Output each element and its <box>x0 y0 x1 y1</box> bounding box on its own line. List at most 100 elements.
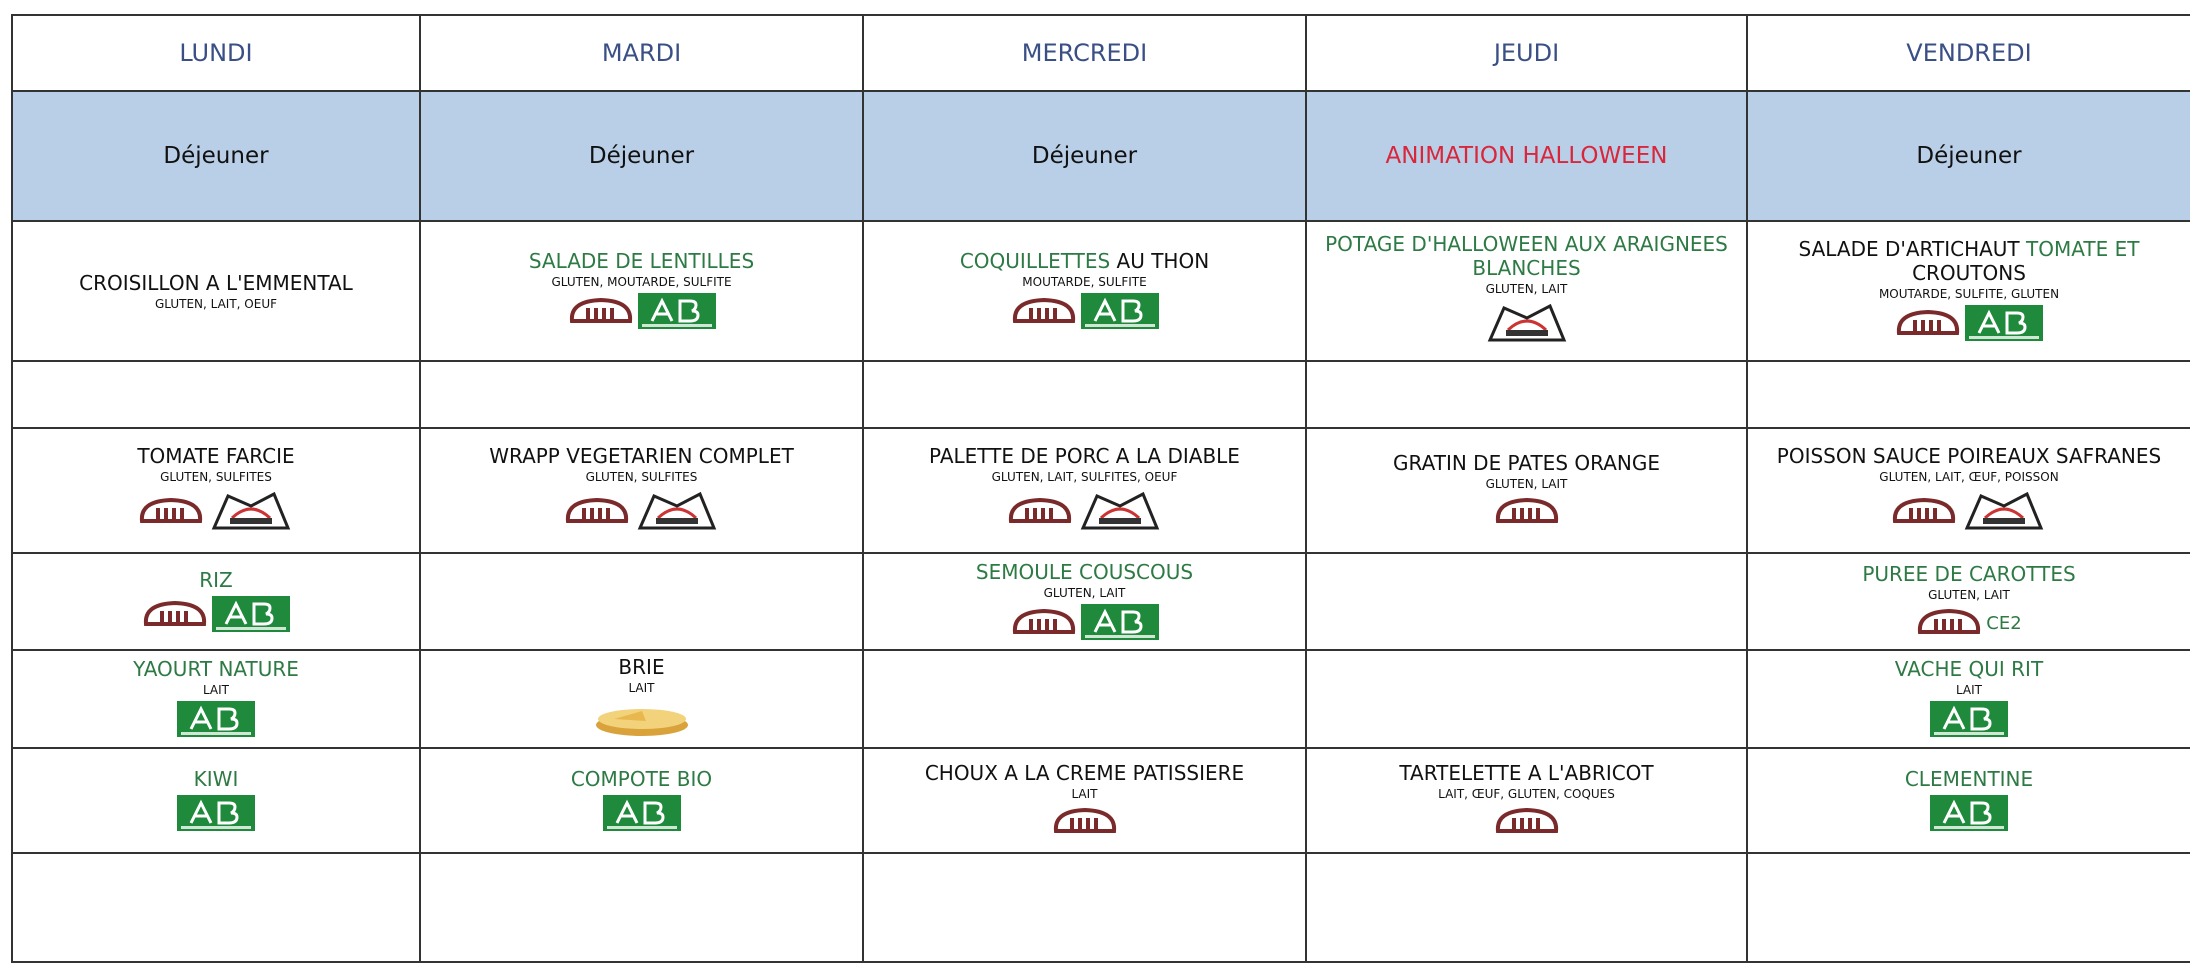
logos <box>429 488 854 538</box>
day-header: VENDREDI <box>1746 14 2190 92</box>
dish-cell: SALADE DE LENTILLES GLUTEN, MOUTARDE, SUL… <box>419 220 864 362</box>
dish-cell: CLEMENTINE <box>1746 747 2190 854</box>
dish-name-part: POTAGE D'HALLOWEEN AUX ARAIGNEES BLANCHE… <box>1325 232 1728 280</box>
dish-name-part: COQUILLETTES <box>959 249 1111 273</box>
logos <box>429 699 854 743</box>
logo <box>208 488 294 538</box>
logos <box>429 293 854 333</box>
logo <box>142 598 208 634</box>
meal-header: ANIMATION HALLOWEEN <box>1305 90 1748 222</box>
logos: CE2 <box>1756 606 2182 642</box>
dish-name-part: BRIE <box>618 655 665 679</box>
logo <box>1080 293 1159 333</box>
dish-name-part: SALADE D'ARTICHAUT <box>1798 237 2027 261</box>
dish-name-part: SALADE DE LENTILLES <box>528 249 755 273</box>
logos <box>1756 701 2182 741</box>
allergens: LAIT <box>202 683 230 697</box>
logo <box>212 595 290 636</box>
dish-name: SALADE D'ARTICHAUT TOMATE ET CROUTONS <box>1756 237 2182 285</box>
meal-header: Déjeuner <box>862 90 1307 222</box>
logo <box>1961 488 2047 538</box>
dish-cell <box>419 852 864 963</box>
menu-table: LUNDI MARDI MERCREDI JEUDI VENDREDI Déjeuner D… <box>11 14 2190 963</box>
allergens: GLUTEN, SULFITES <box>160 469 272 484</box>
dish-cell <box>1305 852 1748 963</box>
allergens: GLUTEN, LAIT, ŒUF, POISSON <box>1879 469 2059 484</box>
dish-cell <box>862 649 1307 749</box>
dish-name: COQUILLETTES AU THON <box>872 249 1297 273</box>
dish-cell: COQUILLETTES AU THON MOUTARDE, SULFITE <box>862 220 1307 362</box>
logo <box>637 293 716 333</box>
day-header: LUNDI <box>11 14 421 92</box>
dish-name-part: RIZ <box>199 567 233 592</box>
dish-name-part: CROISILLON A L'EMMENTAL <box>79 271 353 295</box>
menu-body: LUNDI MARDI MERCREDI JEUDI VENDREDI Déjeuner D… <box>11 14 2190 963</box>
dish-name-part: CLEMENTINE <box>1904 766 2034 791</box>
logos <box>1315 495 1738 531</box>
dish-row: KIWI COMPOTE BIO CHOUX A LA CREME PATISSIE… <box>11 747 2190 854</box>
dish-name-part: TOMATE ET <box>2026 237 2140 261</box>
logos <box>872 293 1297 333</box>
logo <box>634 488 720 538</box>
dish-cell: CHOUX A LA CREME PATISSIERE LAIT <box>862 747 1307 854</box>
allergens: LAIT <box>1955 683 1983 697</box>
logos <box>1315 805 1738 841</box>
dish-name-part: CHOUX A LA CREME PATISSIERE <box>924 760 1245 785</box>
allergens: GLUTEN, LAIT <box>1043 585 1126 600</box>
dish-row: RIZ SEMOULE COUSCOUS GLUTEN, LAIT PUREE DE … <box>11 552 2190 651</box>
logo <box>177 794 255 835</box>
dish-cell: SALADE D'ARTICHAUT TOMATE ET CROUTONS MOU… <box>1746 220 2190 362</box>
allergens: GLUTEN, MOUTARDE, SULFITE <box>551 275 732 289</box>
logo <box>138 495 204 531</box>
logo <box>1965 305 2043 345</box>
dish-cell: YAOURT NATURE LAIT <box>11 649 421 749</box>
dish-cell <box>1305 360 1748 429</box>
dish-cell: VACHE QUI RIT LAIT <box>1746 649 2190 749</box>
logos <box>872 488 1297 538</box>
dish-name: KIWI <box>21 767 411 791</box>
day-header: JEUDI <box>1305 14 1748 92</box>
dish-cell <box>11 852 421 963</box>
dish-name-part: POISSON SAUCE POIREAUX SAFRANES <box>1776 443 2162 468</box>
logos <box>21 794 411 835</box>
logo <box>1077 488 1163 538</box>
dish-name-part: VACHE QUI RIT <box>1894 657 2044 681</box>
dish-name: COMPOTE BIO <box>429 767 854 791</box>
meal-row: Déjeuner Déjeuner Déjeuner ANIMATION HALLOW… <box>11 90 2190 222</box>
meal-header: Déjeuner <box>11 90 421 222</box>
logos <box>21 701 411 741</box>
dish-name-part: AU THON <box>1110 249 1210 273</box>
dish-row: TOMATE FARCIE GLUTEN, SULFITES WRAPP VEGET… <box>11 427 2190 554</box>
dish-cell: POISSON SAUCE POIREAUX SAFRANES GLUTEN, L… <box>1746 427 2190 554</box>
dish-cell <box>1746 360 2190 429</box>
allergens: GLUTEN, LAIT <box>1485 476 1568 491</box>
dish-cell: WRAPP VEGETARIEN COMPLET GLUTEN, SULFITES <box>419 427 864 554</box>
dish-cell: PALETTE DE PORC A LA DIABLE GLUTEN, LAIT,… <box>862 427 1307 554</box>
dish-row: YAOURT NATURE LAIT BRIE LAIT VACHE QUI RIT LA… <box>11 649 2190 749</box>
dish-cell: COMPOTE BIO <box>419 747 864 854</box>
dish-name: CROISILLON A L'EMMENTAL <box>21 271 411 295</box>
dish-name: CLEMENTINE <box>1756 767 2182 791</box>
dish-cell: KIWI <box>11 747 421 854</box>
dish-cell <box>1305 552 1748 651</box>
dish-cell <box>419 360 864 429</box>
dish-name: BRIE <box>429 655 854 679</box>
logo <box>1895 307 1961 343</box>
dish-cell: PUREE DE CAROTTES GLUTEN, LAIT CE2 <box>1746 552 2190 651</box>
logo <box>1916 606 1982 642</box>
allergens: GLUTEN, LAIT, OEUF <box>154 297 278 311</box>
day-header: MARDI <box>419 14 864 92</box>
allergens: GLUTEN, LAIT, SULFITES, OEUF <box>991 469 1178 484</box>
logo <box>1494 805 1560 841</box>
logos <box>1756 794 2182 835</box>
dish-name: PALETTE DE PORC A LA DIABLE <box>872 444 1297 468</box>
logos <box>21 595 411 636</box>
allergens: LAIT <box>1071 786 1098 801</box>
dish-name-part: TARTELETTE A L'ABRICOT <box>1399 760 1654 785</box>
dish-name: VACHE QUI RIT <box>1756 657 2182 681</box>
dish-row <box>11 360 2190 429</box>
logos <box>1756 488 2182 538</box>
logo <box>1080 603 1159 644</box>
logo <box>568 295 634 331</box>
logos <box>21 488 411 538</box>
